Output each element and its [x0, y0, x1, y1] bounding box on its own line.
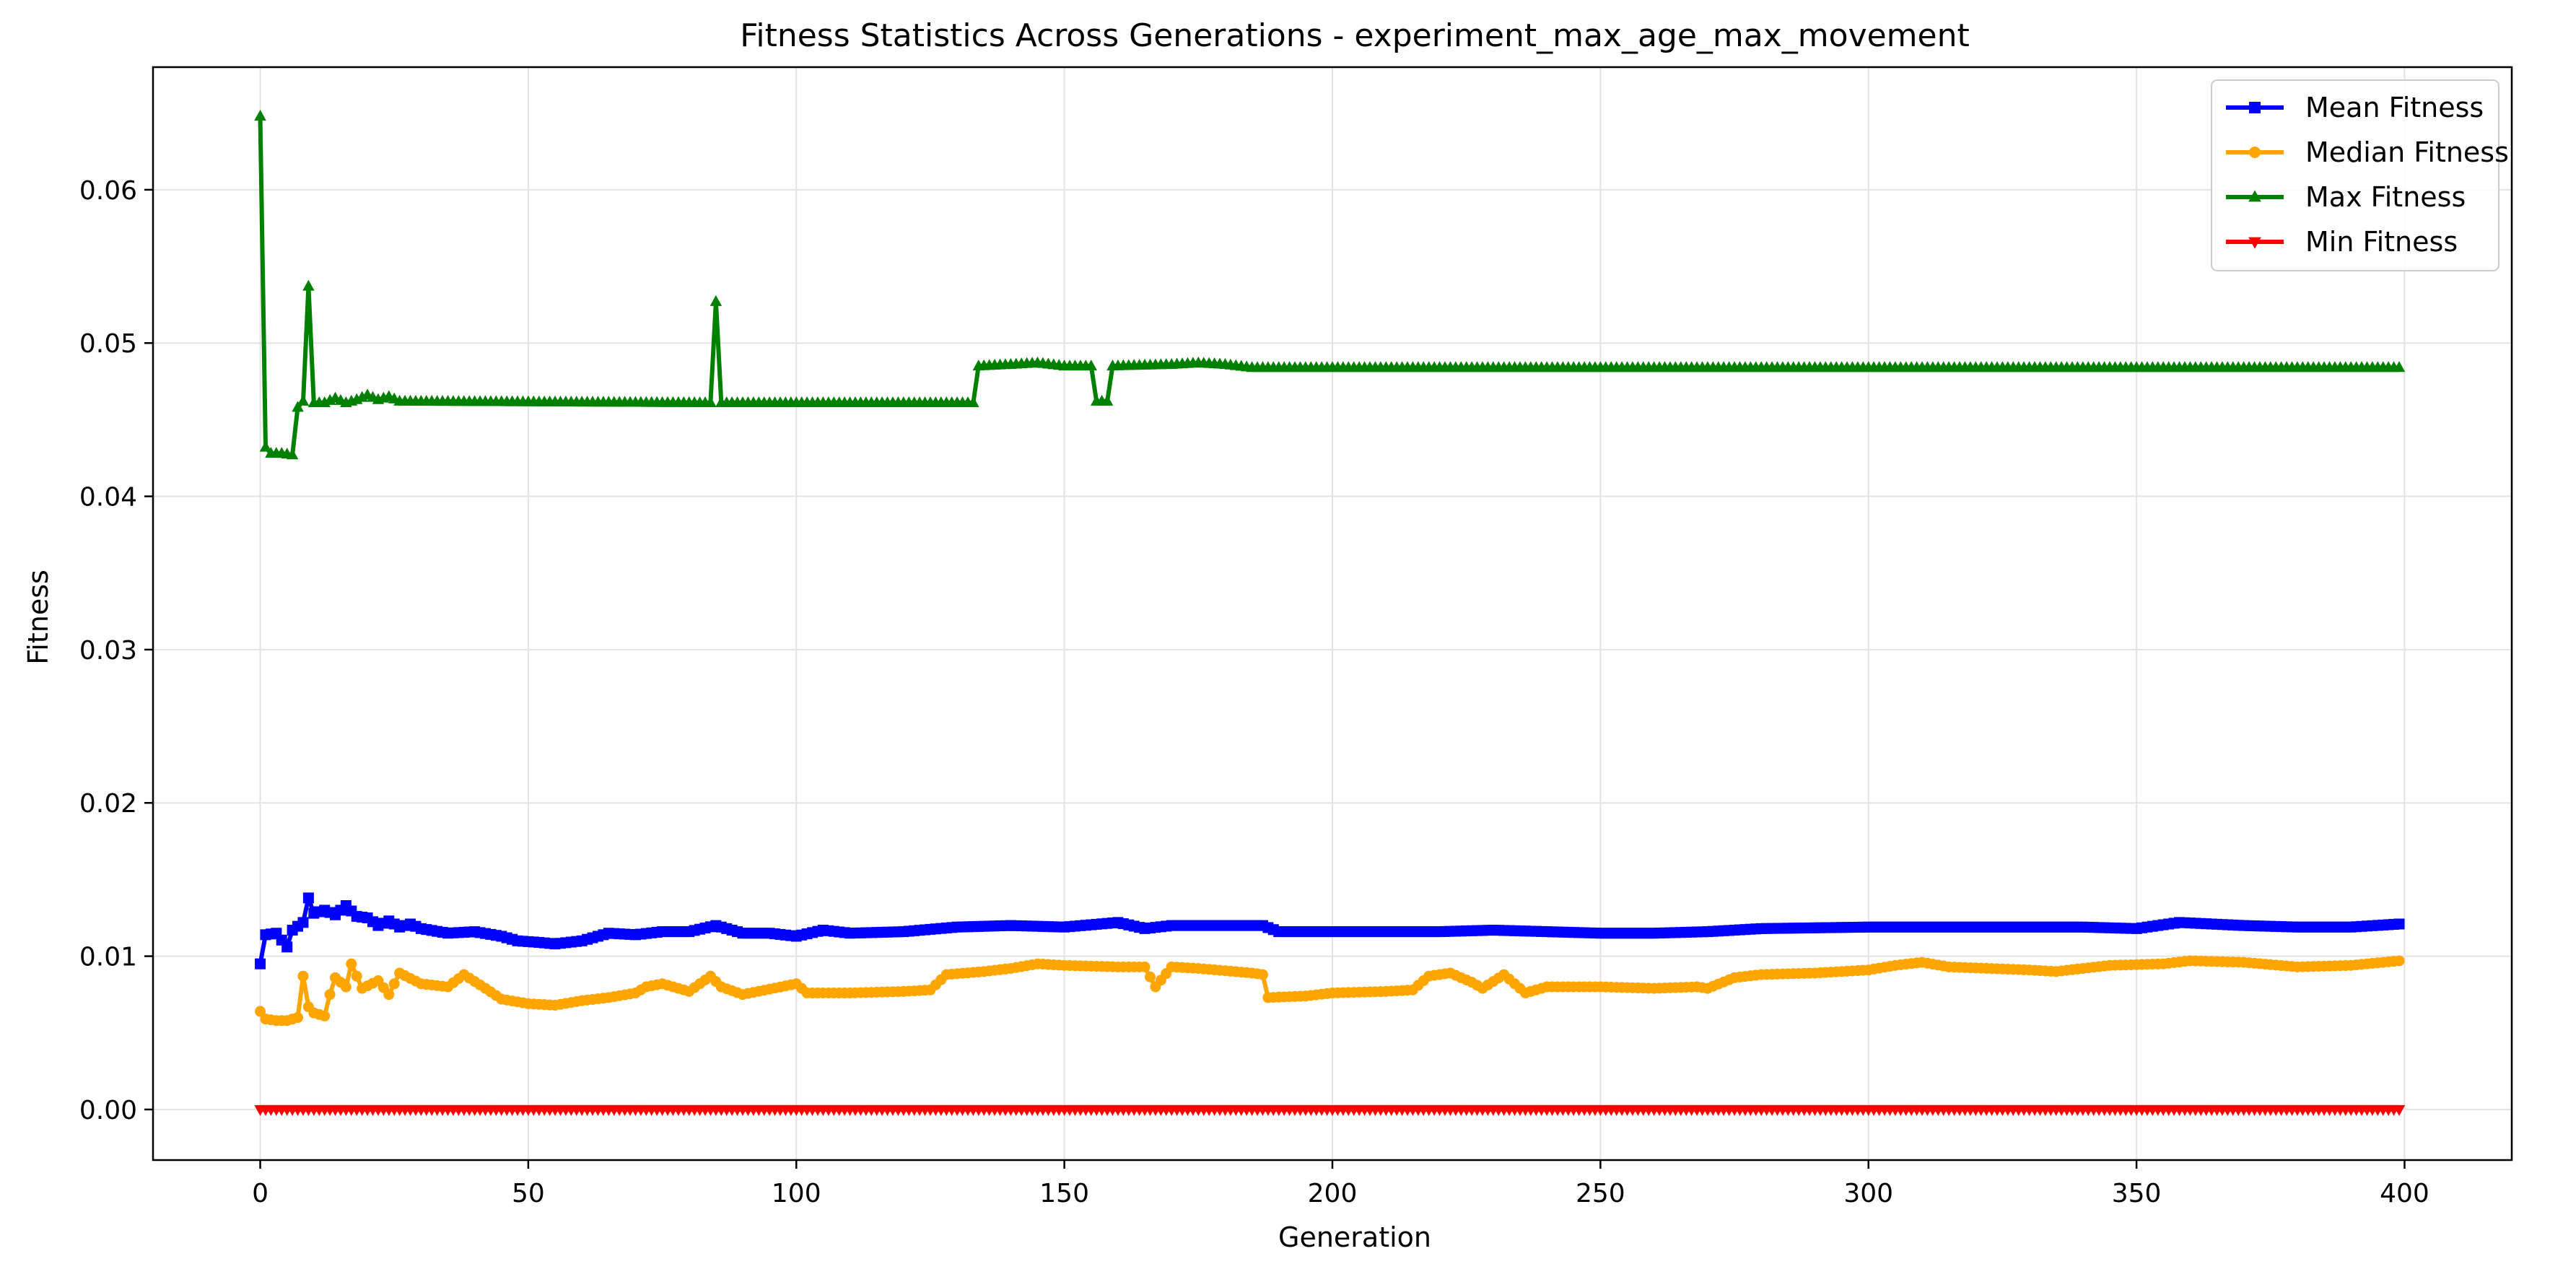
data-point [297, 917, 309, 928]
data-point [255, 958, 266, 969]
legend-swatch-marker [2248, 237, 2261, 249]
series-layer [254, 109, 2406, 1116]
x-tick-label: 200 [1308, 1179, 1358, 1208]
y-tick-label: 0.01 [79, 943, 137, 972]
legend-item: Min Fitness [2226, 226, 2458, 258]
y-tick-label: 0.03 [79, 636, 137, 666]
x-tick-label: 50 [512, 1179, 545, 1208]
data-point [967, 396, 979, 408]
x-tick-label: 0 [252, 1179, 268, 1208]
legend-item: Mean Fitness [2226, 92, 2484, 123]
data-point [254, 109, 266, 121]
x-axis-label: Generation [1278, 1221, 1431, 1253]
data-point [324, 989, 336, 1001]
legend-swatch-marker [2248, 190, 2261, 202]
data-point [297, 970, 309, 982]
legend-label: Max Fitness [2305, 181, 2466, 213]
data-point [292, 1012, 304, 1024]
data-point [704, 396, 717, 408]
data-point [302, 279, 315, 291]
x-tick-label: 350 [2112, 1179, 2162, 1208]
data-point [259, 440, 272, 452]
data-point [2393, 955, 2405, 967]
x-tick-label: 150 [1039, 1179, 1089, 1208]
y-tick-label: 0.04 [79, 483, 137, 513]
y-tick-label: 0.02 [79, 789, 137, 819]
data-point [351, 970, 362, 982]
y-tick-label: 0.05 [79, 329, 137, 359]
legend-item: Max Fitness [2226, 181, 2466, 213]
series-median-fitness [255, 955, 2405, 1027]
y-tick-label: 0.00 [79, 1096, 137, 1125]
data-point [2393, 361, 2406, 372]
y-tick-label: 0.06 [79, 176, 137, 206]
x-tick-label: 400 [2380, 1179, 2429, 1208]
data-point [1101, 394, 1114, 406]
data-point [340, 981, 352, 993]
legend-label: Mean Fitness [2305, 92, 2484, 123]
data-point [292, 401, 304, 412]
legend-label: Median Fitness [2305, 136, 2509, 168]
data-point [319, 1010, 331, 1021]
series-max-fitness [254, 109, 2406, 460]
legend-label: Min Fitness [2305, 226, 2458, 258]
data-point [2393, 918, 2405, 930]
legend-swatch-marker [2249, 147, 2261, 158]
data-point [297, 394, 310, 406]
x-tick-label: 300 [1843, 1179, 1893, 1208]
data-point [2393, 1104, 2406, 1116]
data-point [302, 892, 314, 904]
chart-title: Fitness Statistics Across Generations - … [740, 17, 1970, 54]
legend-box [2211, 79, 2499, 271]
legend-swatch-marker [2249, 102, 2261, 113]
legend-item: Median Fitness [2226, 136, 2509, 168]
data-point [286, 448, 299, 460]
data-point [281, 941, 293, 953]
x-tick-label: 100 [772, 1179, 821, 1208]
data-point [1257, 969, 1268, 980]
data-point [383, 989, 395, 1001]
data-point [1085, 359, 1098, 371]
data-point [710, 295, 722, 306]
data-point [1144, 971, 1156, 982]
series-min-fitness [254, 1104, 2406, 1116]
data-point [388, 978, 400, 990]
data-point [255, 1006, 266, 1017]
legend: Mean Fitness Median Fitness Max Fitness Min… [2211, 79, 2509, 271]
series-mean-fitness [255, 892, 2405, 969]
x-tick-label: 250 [1576, 1179, 1625, 1208]
y-axis-label: Fitness [22, 570, 54, 665]
tick-layer: 0 50 100 150 200 250 300 350 400 0.00 0.01 0.02 0.03… [79, 176, 2429, 1208]
data-point [1139, 961, 1151, 972]
data-point [346, 958, 357, 969]
